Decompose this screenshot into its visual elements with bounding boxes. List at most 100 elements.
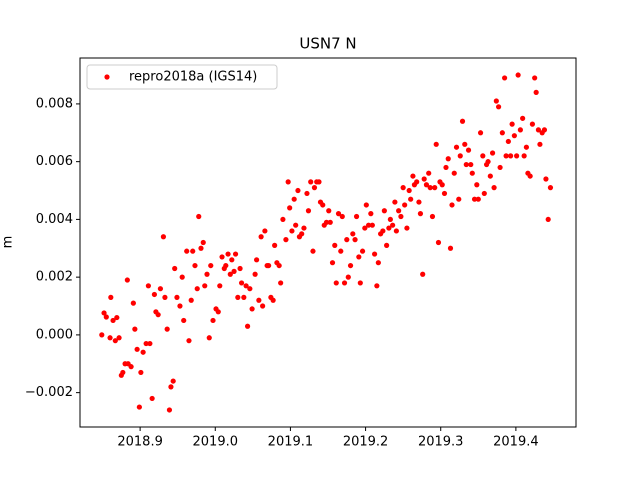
data-point — [308, 179, 314, 185]
data-point — [433, 141, 439, 147]
data-point — [471, 196, 478, 202]
data-point — [219, 254, 225, 260]
data-point — [285, 179, 291, 185]
data-point — [151, 291, 157, 298]
data-point — [457, 153, 463, 159]
data-point — [272, 242, 278, 248]
data-point — [190, 248, 196, 254]
data-point — [329, 260, 336, 266]
data-point — [480, 153, 486, 159]
data-point — [497, 164, 503, 171]
data-point — [350, 231, 356, 237]
y-tick-label: 0.004 — [36, 212, 73, 227]
data-point — [445, 156, 451, 162]
data-point — [338, 248, 344, 254]
data-point — [345, 274, 351, 280]
data-point — [278, 280, 284, 286]
data-point — [289, 228, 295, 234]
x-tick-label: 2018.9 — [117, 435, 163, 450]
data-point — [188, 297, 194, 303]
data-point — [184, 248, 190, 254]
data-point — [164, 326, 170, 332]
data-point — [515, 72, 521, 78]
data-point — [396, 208, 402, 214]
data-point — [225, 251, 231, 257]
data-point — [384, 242, 390, 248]
data-point — [386, 225, 392, 231]
data-point — [381, 208, 387, 214]
plot-frame — [79, 57, 577, 428]
data-point — [363, 202, 369, 208]
data-point — [462, 141, 468, 147]
data-point — [414, 179, 420, 185]
data-point — [468, 161, 474, 168]
data-point — [427, 185, 433, 191]
data-point — [371, 251, 378, 257]
data-point — [168, 384, 174, 390]
data-point — [254, 257, 260, 263]
data-point — [270, 297, 276, 303]
data-point — [243, 283, 249, 289]
data-point — [237, 265, 243, 272]
data-point — [291, 196, 297, 202]
data-point — [247, 286, 253, 292]
data-point — [485, 159, 491, 165]
y-tick-label: −0.002 — [25, 385, 73, 400]
data-point — [529, 121, 536, 127]
data-point — [449, 202, 455, 208]
data-point — [344, 237, 350, 243]
data-point — [120, 369, 126, 376]
data-point — [505, 138, 511, 145]
data-point — [359, 248, 366, 254]
data-point — [463, 161, 469, 168]
data-point — [112, 338, 118, 344]
data-point — [368, 211, 374, 217]
data-point — [124, 277, 130, 283]
y-tick-label: 0.008 — [36, 96, 73, 111]
data-point — [206, 335, 212, 341]
data-point — [429, 213, 436, 220]
data-point — [491, 185, 497, 191]
data-point — [208, 262, 214, 269]
data-point — [130, 300, 136, 306]
data-point — [432, 185, 438, 191]
x-tick-label: 2019.0 — [193, 435, 239, 450]
data-point — [543, 176, 549, 182]
data-point — [194, 286, 200, 292]
data-point — [145, 283, 151, 289]
data-point — [443, 164, 449, 171]
data-point — [186, 338, 192, 344]
data-point — [136, 404, 142, 410]
data-point — [249, 306, 255, 312]
data-point — [365, 222, 372, 228]
data-point — [393, 228, 399, 234]
data-point — [469, 170, 475, 176]
data-point — [310, 248, 316, 254]
data-point — [341, 280, 348, 286]
data-point — [447, 245, 454, 251]
data-point — [99, 332, 105, 338]
x-tick-label: 2019.1 — [268, 435, 314, 450]
data-point — [435, 239, 442, 246]
data-point — [304, 190, 310, 197]
data-point — [280, 216, 286, 223]
data-point — [256, 297, 262, 303]
data-point — [545, 216, 551, 223]
data-point — [108, 294, 114, 300]
data-point — [287, 205, 293, 211]
data-point — [138, 369, 144, 376]
data-point — [535, 127, 542, 133]
data-point — [453, 144, 460, 150]
data-point — [406, 187, 412, 194]
data-point — [459, 118, 466, 124]
data-point — [316, 179, 322, 185]
data-point — [537, 141, 543, 147]
data-point — [266, 262, 272, 269]
data-point — [181, 317, 187, 324]
data-point — [101, 310, 107, 316]
data-point — [514, 153, 520, 159]
data-point — [140, 349, 146, 355]
data-point — [421, 176, 427, 182]
data-point — [362, 225, 368, 231]
